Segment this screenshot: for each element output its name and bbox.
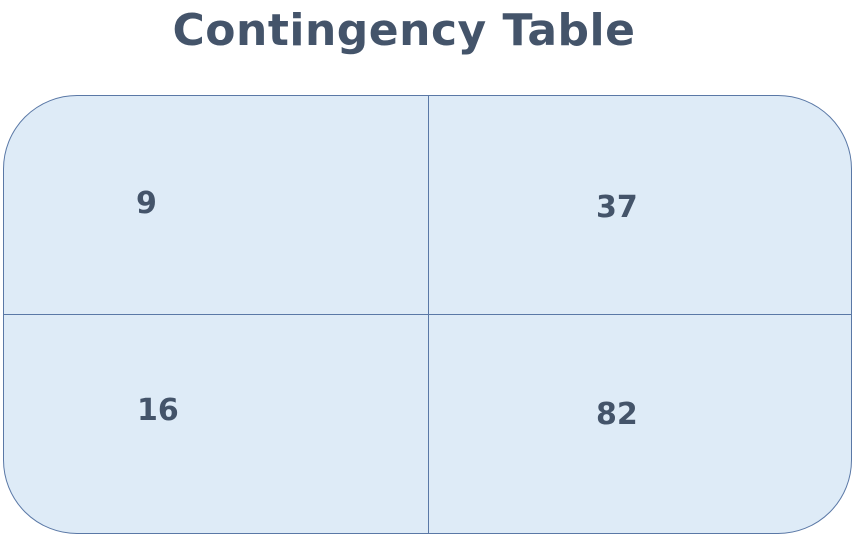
horizontal-divider xyxy=(4,314,851,315)
cell-top-right-value: 37 xyxy=(596,190,638,225)
contingency-table: 9 37 16 82 xyxy=(3,95,852,534)
cell-bottom-left-value: 16 xyxy=(137,393,179,428)
cell-top-left-value: 9 xyxy=(136,186,157,221)
cell-bottom-right-value: 82 xyxy=(596,397,638,432)
page-title: Contingency Table xyxy=(172,5,636,56)
